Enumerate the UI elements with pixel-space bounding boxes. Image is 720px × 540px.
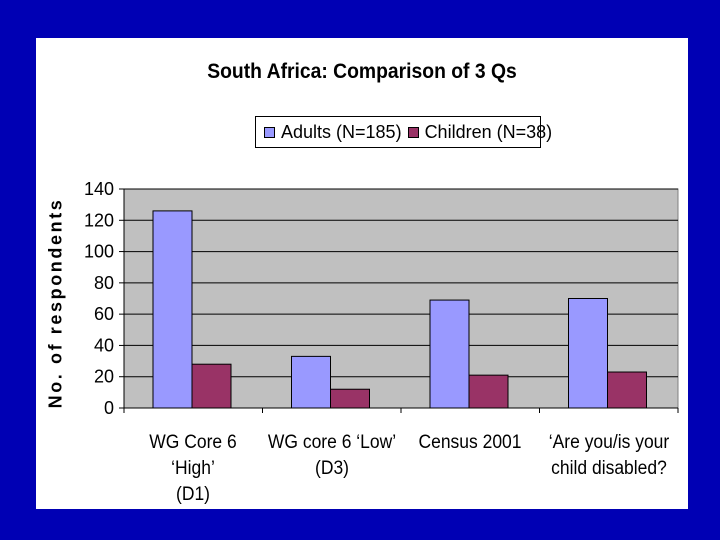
legend: Adults (N=185) Children (N=38): [255, 116, 552, 148]
y-tick-label: 120: [84, 210, 114, 230]
legend-label-adults: Adults (N=185): [281, 121, 402, 142]
bar-children-3: [607, 371, 647, 409]
x-tick-label-line: WG Core 6 ‘High’: [149, 432, 237, 479]
chart-card: South Africa: Comparison of 3 Qs Adults …: [36, 38, 688, 509]
legend-label-children: Children (N=38): [424, 121, 553, 142]
bar-adults-3: [568, 298, 608, 409]
y-tick-label: 80: [94, 273, 114, 293]
x-tick-label-line: Census 2001: [418, 432, 522, 453]
x-tick-label: ‘Are you/is your child disabled?: [544, 430, 673, 482]
y-tick-label: 140: [84, 179, 114, 199]
bar-adults-2: [429, 299, 470, 409]
bar-chart: 0 20 40 60 80 100 120 140: [84, 179, 679, 418]
chart-title: South Africa: Comparison of 3 Qs: [207, 60, 517, 83]
y-tick-label: 40: [94, 335, 114, 355]
bar-children-2: [468, 374, 509, 409]
y-tick-label: 60: [94, 304, 114, 324]
x-tick-label-line: WG core 6 ‘Low’: [267, 432, 396, 453]
x-tick-label: Census 2001: [406, 430, 535, 456]
bar-children-1: [330, 388, 370, 409]
bar-adults-0: [152, 210, 193, 409]
bar-children-0: [191, 363, 232, 409]
x-tick-label: WG core 6 ‘Low’ (D3): [267, 430, 396, 482]
x-tick-label-line: (D1): [176, 484, 211, 505]
y-tick-label: 20: [94, 367, 114, 387]
legend-swatch-adults: [264, 126, 275, 138]
y-tick-label: 0: [104, 398, 114, 418]
x-tick-label-line: (D3): [314, 458, 349, 479]
legend-item-children: Children (N=38): [407, 121, 553, 143]
y-tick-label: 100: [84, 242, 114, 262]
x-tick-label-line: child disabled?: [550, 458, 667, 479]
legend-swatch-children: [407, 126, 419, 138]
x-tick-label-line: ‘Are you/is your: [548, 432, 669, 453]
legend-item-adults: Adults (N=185): [264, 122, 402, 143]
bar-adults-1: [291, 355, 331, 409]
x-tick-label: WG Core 6 ‘High’ (D1): [129, 430, 258, 508]
